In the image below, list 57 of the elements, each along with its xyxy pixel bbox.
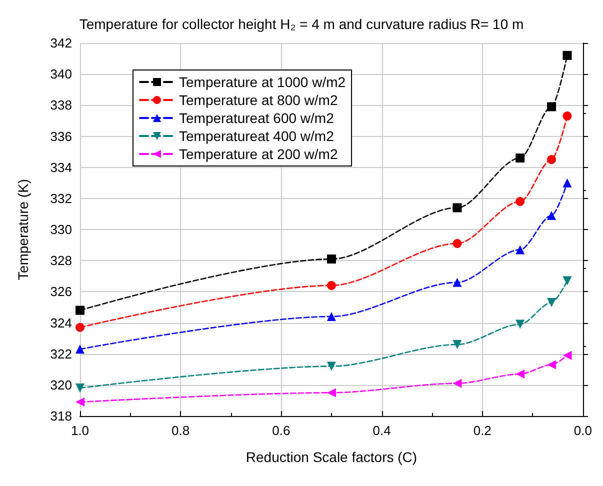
point [452, 203, 462, 212]
chart-title: Temperature for collector height H₂ = 4 m and curvature radius R= 10 m [79, 16, 524, 32]
y-tick-label: 342 [50, 36, 72, 50]
point [562, 112, 572, 121]
x-tick-label: 0.2 [473, 423, 492, 438]
y-tick-label: 340 [50, 66, 72, 82]
y-tick-label: 320 [50, 377, 72, 392]
point [547, 298, 556, 308]
point [547, 211, 556, 220]
y-tick-label: 332 [50, 190, 72, 206]
point [516, 245, 525, 254]
point [516, 370, 525, 379]
y-axis-title: Temperature (K) [15, 178, 31, 280]
y-tick-label: 334 [50, 160, 72, 175]
point [76, 384, 84, 393]
point [516, 197, 525, 206]
legend-label: Temperatureat 600 w/m2 [179, 110, 334, 126]
point [76, 306, 84, 315]
legend-label: Temperatureat 400 w/m2 [179, 128, 334, 144]
point [326, 280, 336, 290]
y-tick-label: 328 [50, 253, 72, 268]
point [562, 350, 572, 360]
point [452, 340, 462, 350]
point [326, 362, 336, 371]
point [516, 154, 525, 163]
x-tick-label: 0.8 [172, 423, 190, 438]
point [516, 320, 525, 329]
point [547, 102, 556, 112]
point [76, 322, 84, 332]
x-tick-label: 1.0 [70, 423, 90, 438]
point [452, 238, 462, 248]
x-tick-label: 0.0 [574, 423, 592, 438]
legend-label: Temperature at 1000 w/m2 [179, 74, 346, 90]
y-tick-label: 338 [50, 98, 72, 113]
y-tick-label: 330 [50, 222, 72, 237]
y-tick-label: 322 [50, 346, 72, 362]
point [326, 254, 336, 264]
y-tick-label: 318 [50, 408, 72, 424]
point [452, 378, 462, 388]
legend-label: Temperature at 800 w/m2 [179, 92, 338, 108]
point [326, 388, 336, 398]
y-tick-label: 324 [50, 315, 72, 330]
y-tick-label: 336 [50, 128, 72, 144]
x-axis-title: Reduction Scale factors (C) [246, 449, 418, 465]
point [76, 398, 84, 407]
x-tick-label: 0.6 [272, 423, 290, 438]
legend-label: Temperature at 200 w/m2 [179, 146, 338, 162]
point [547, 155, 556, 164]
x-tick-label: 0.4 [372, 423, 391, 438]
point [452, 278, 462, 287]
point [76, 344, 84, 354]
point [562, 178, 572, 188]
point [326, 312, 336, 322]
point [562, 276, 572, 286]
point [547, 360, 556, 370]
y-tick-label: 326 [50, 284, 72, 300]
point [562, 50, 572, 60]
